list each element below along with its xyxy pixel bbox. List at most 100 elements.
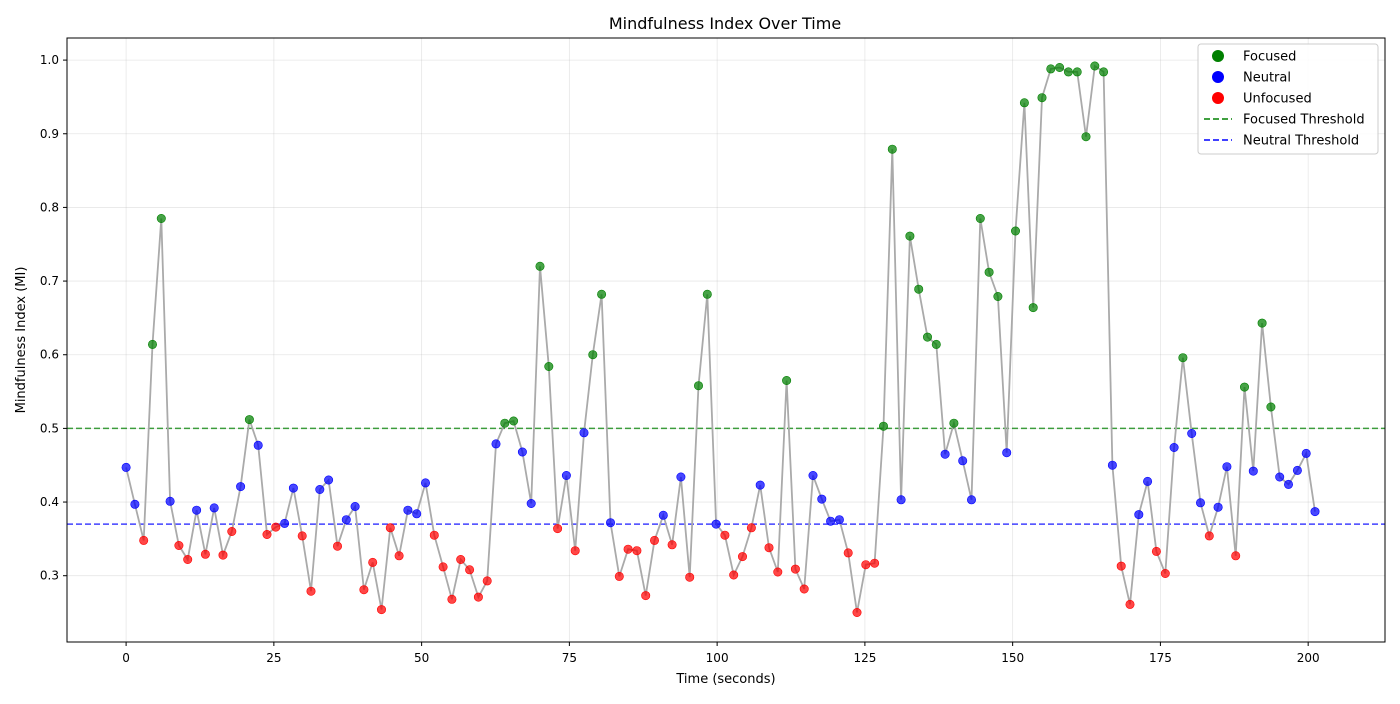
data-point-14 [244, 415, 254, 425]
data-point-71 [746, 523, 756, 533]
data-point-17 [271, 522, 281, 532]
data-point-125 [1222, 462, 1232, 472]
data-point-92 [931, 339, 941, 349]
data-point-62 [667, 540, 677, 550]
data-point-118 [1160, 568, 1170, 578]
data-point-68 [720, 530, 730, 540]
data-point-101 [1010, 226, 1020, 236]
data-point-22 [315, 484, 325, 494]
data-point-82 [843, 548, 853, 558]
data-point-110 [1090, 61, 1100, 71]
data-point-58 [632, 546, 642, 556]
data-point-24 [332, 541, 342, 551]
data-point-78 [808, 470, 818, 480]
legend-marker-0 [1212, 50, 1224, 62]
data-point-75 [782, 375, 792, 385]
data-point-102 [1019, 98, 1029, 108]
data-point-28 [368, 557, 378, 567]
data-point-96 [966, 495, 976, 505]
data-point-67 [711, 519, 721, 529]
data-point-31 [394, 551, 404, 561]
data-point-98 [984, 267, 994, 277]
data-point-86 [878, 421, 888, 431]
x-tick-label-7: 175 [1149, 651, 1172, 665]
data-point-119 [1169, 442, 1179, 452]
data-point-85 [870, 558, 880, 568]
data-point-32 [403, 505, 413, 515]
data-point-113 [1116, 561, 1126, 571]
data-point-132 [1284, 479, 1294, 489]
data-point-25 [341, 515, 351, 525]
data-point-83 [852, 607, 862, 617]
data-point-133 [1292, 465, 1302, 475]
data-point-13 [236, 482, 246, 492]
x-tick-label-3: 75 [562, 651, 577, 665]
data-point-33 [412, 509, 422, 519]
data-point-12 [227, 526, 237, 536]
data-point-134 [1301, 448, 1311, 458]
data-point-19 [288, 483, 298, 493]
data-point-5 [165, 496, 175, 506]
data-point-89 [905, 231, 915, 241]
data-point-100 [1002, 448, 1012, 458]
legend-label-0: Focused [1243, 50, 1296, 65]
data-point-120 [1178, 353, 1188, 363]
data-point-39 [465, 565, 475, 575]
data-point-114 [1125, 599, 1135, 609]
data-point-131 [1275, 472, 1285, 482]
data-point-84 [861, 560, 871, 570]
data-point-55 [605, 518, 615, 528]
data-point-59 [641, 591, 651, 601]
data-point-21 [306, 586, 316, 596]
data-point-129 [1257, 318, 1267, 328]
data-point-124 [1213, 502, 1223, 512]
data-point-108 [1072, 67, 1082, 77]
x-tick-label-1: 25 [266, 651, 281, 665]
data-point-91 [922, 332, 932, 342]
data-point-41 [482, 576, 492, 586]
data-point-115 [1134, 510, 1144, 520]
data-point-66 [702, 289, 712, 299]
data-point-48 [544, 361, 554, 371]
data-point-65 [693, 381, 703, 391]
x-tick-label-4: 100 [706, 651, 729, 665]
x-axis-ticks: 0 25 50 75 100 125 150 175 200 [122, 642, 1320, 665]
chart-title: Mindfulness Index Over Time [609, 14, 841, 33]
data-point-49 [553, 524, 563, 534]
data-point-87 [887, 144, 897, 154]
data-point-109 [1081, 132, 1091, 142]
data-point-11 [218, 550, 228, 560]
y-tick-label-2: 0.5 [40, 421, 59, 435]
data-point-88 [896, 495, 906, 505]
data-point-16 [262, 529, 272, 539]
data-point-43 [500, 418, 510, 428]
y-axis-label: Mindfulness Index (MI) [14, 267, 29, 414]
data-point-99 [993, 291, 1003, 301]
data-point-111 [1099, 67, 1109, 77]
data-point-126 [1231, 551, 1241, 561]
data-point-130 [1266, 402, 1276, 412]
data-point-0 [121, 462, 131, 472]
data-point-45 [517, 447, 527, 457]
data-point-26 [350, 501, 360, 511]
data-point-127 [1240, 382, 1250, 392]
data-point-73 [764, 543, 774, 553]
data-point-46 [526, 498, 536, 508]
legend-marker-2 [1212, 92, 1224, 104]
data-point-107 [1063, 67, 1073, 77]
mindfulness-line [125, 64, 1316, 613]
data-point-44 [509, 416, 519, 426]
data-point-35 [429, 530, 439, 540]
grid [67, 38, 1385, 642]
legend-label-4: Neutral Threshold [1243, 134, 1359, 149]
data-point-94 [949, 418, 959, 428]
y-tick-label-3: 0.6 [40, 348, 59, 362]
data-point-30 [385, 523, 395, 533]
data-point-61 [658, 510, 668, 520]
data-point-6 [174, 540, 184, 550]
data-point-79 [817, 494, 827, 504]
x-tick-label-0: 0 [122, 651, 130, 665]
data-point-93 [940, 449, 950, 459]
data-point-97 [975, 214, 985, 224]
